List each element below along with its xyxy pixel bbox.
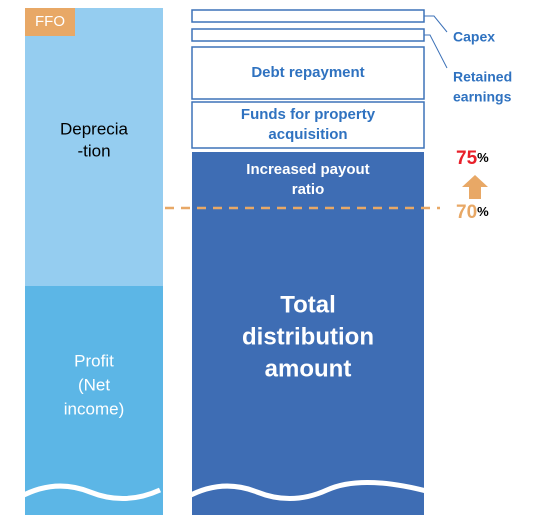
depreciation-label: -tion	[77, 141, 110, 160]
capex-callout: Capex	[453, 29, 495, 45]
profit-label: income)	[64, 399, 124, 418]
funds-label: acquisition	[268, 126, 347, 143]
current-number: 70	[456, 202, 477, 223]
up-arrow	[462, 175, 488, 199]
payout-current: 70%	[456, 202, 489, 223]
retained-callout: Retained	[453, 69, 512, 85]
total-label: Total	[280, 291, 336, 318]
funds-label: Funds for property	[241, 106, 376, 123]
distribution-box	[192, 152, 424, 515]
funds-box	[191, 101, 425, 149]
debt-box	[191, 46, 425, 100]
profit-block	[25, 286, 163, 515]
capex-box	[191, 9, 425, 23]
capex-leader	[424, 15, 448, 33]
payout-label: Increased payout	[246, 161, 369, 178]
retained-callout: earnings	[453, 89, 512, 105]
depreciation-block	[25, 8, 163, 286]
payout-target: 75%	[456, 148, 489, 169]
total-label: amount	[265, 355, 352, 382]
wave-break	[18, 479, 431, 502]
retained-box	[191, 28, 425, 42]
depreciation-label: Deprecia	[60, 119, 129, 138]
total-label: distribution	[242, 323, 374, 350]
target-unit: %	[477, 150, 489, 165]
retained-leader	[424, 34, 448, 69]
payout-label: ratio	[292, 181, 325, 198]
debt-label: Debt repayment	[251, 64, 364, 81]
ffo-badge	[25, 8, 75, 36]
current-unit: %	[477, 204, 489, 219]
profit-label: (Net	[78, 375, 110, 394]
profit-label: Profit	[74, 351, 114, 370]
ffo-label: FFO	[35, 13, 65, 30]
target-number: 75	[456, 148, 478, 169]
